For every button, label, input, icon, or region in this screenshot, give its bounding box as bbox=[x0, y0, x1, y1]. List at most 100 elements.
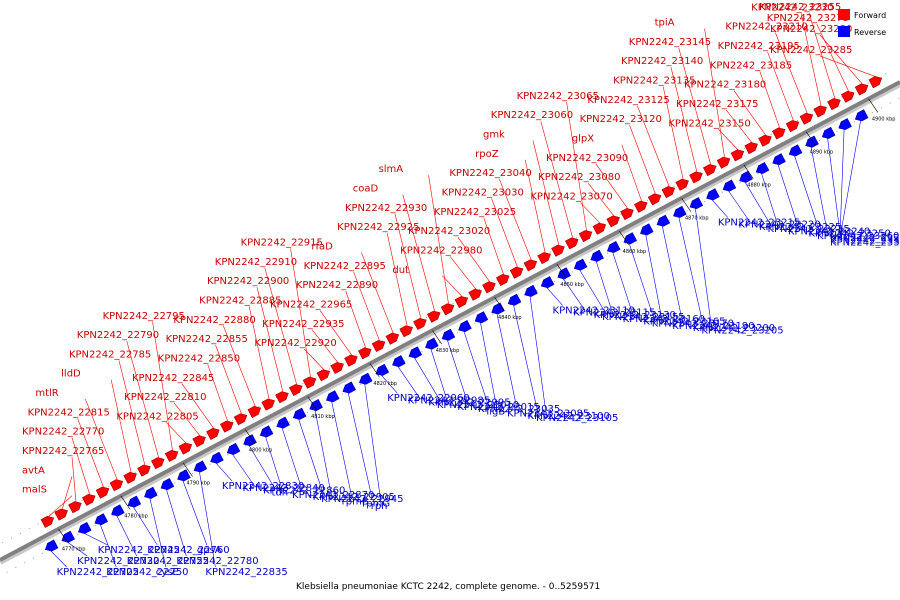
gene-arrow-dut bbox=[454, 296, 469, 309]
leader-kpn2242-23035 bbox=[463, 331, 489, 405]
leader-lldd bbox=[110, 379, 132, 473]
gene-arrow-lldd bbox=[123, 471, 137, 484]
gene-label-kpn2242-23105: KPN2242_23105 bbox=[536, 413, 618, 424]
gene-label-kpn2242-22810: KPN2242_22810 bbox=[124, 392, 206, 403]
tick-label: 4840 kbp bbox=[498, 315, 522, 321]
gene-arrow-kpn2242-22980 bbox=[468, 288, 482, 301]
gene-arrow-kpn2242-23185 bbox=[771, 127, 786, 140]
gene-label-kpn2242-22840: KPN2242_22840 bbox=[242, 483, 324, 494]
gene-arrow-kpn2242-23010 bbox=[425, 337, 439, 350]
gene-arrow-kpn2242-23190 bbox=[656, 214, 671, 227]
gene-label-kpn2242-23150: KPN2242_23150 bbox=[668, 118, 750, 129]
tick-label: 4820 kbp bbox=[373, 381, 397, 387]
gene-label-avta: avtA bbox=[22, 465, 45, 476]
leader-kpn2242-23065 bbox=[566, 101, 587, 231]
gene-arrow-kpn2242-23160 bbox=[607, 240, 621, 253]
gene-arrow-tpia bbox=[716, 156, 731, 169]
gene-label-kpn2242-23145: KPN2242_23145 bbox=[629, 37, 711, 48]
gene-label-kpn2242-22920: KPN2242_22920 bbox=[254, 338, 336, 349]
gene-label-slma: slmA bbox=[379, 164, 404, 175]
gene-label-kpn2242-23115: KPN2242_23115 bbox=[573, 308, 655, 319]
label-leader-lines bbox=[48, 12, 877, 568]
gene-arrow-kpn2242-22845 bbox=[206, 427, 220, 441]
gene-label-kpn2242-22745: KPN2242_22745 bbox=[98, 545, 180, 556]
leader-kpn2242-23115 bbox=[562, 278, 584, 308]
gene-arrow-kpn2242-22730 bbox=[61, 530, 76, 543]
gene-label-kpn2242-22890: KPN2242_22890 bbox=[296, 280, 378, 291]
leader-rpmg bbox=[347, 392, 373, 499]
gene-arrow-kpn2242-23260 bbox=[805, 135, 819, 148]
gene-arrow-kpn2242-22785 bbox=[137, 464, 151, 477]
gene-arrow-avta bbox=[54, 508, 68, 521]
leader-kpn2242-23230 bbox=[800, 13, 822, 107]
leader-kpn2242-22770 bbox=[71, 437, 91, 495]
leader-kpn2242-23105 bbox=[529, 296, 547, 414]
gene-arrow-kpn2242-23080 bbox=[606, 215, 620, 228]
gene-label-kpn2242-23250: KPN2242_23250 bbox=[809, 229, 891, 240]
gene-arrow-kpn2242-23135 bbox=[675, 178, 689, 191]
gene-label-kpn2242-22945: KPN2242_22945 bbox=[321, 494, 403, 505]
gene-features bbox=[40, 76, 883, 552]
gene-arrow-kpn2242-23255 bbox=[827, 98, 841, 111]
gene-label-kpn2242-23280: KPN2242_23280 bbox=[770, 24, 852, 35]
leader-kpn2242-22745 bbox=[83, 532, 108, 546]
leader-kpn2242-22795 bbox=[152, 321, 173, 451]
gene-arrow-kpn2242-22885 bbox=[261, 398, 275, 411]
gene-arrow-kpn2242-22890 bbox=[357, 347, 372, 360]
gene-label-kpn2242-23120: KPN2242_23120 bbox=[580, 114, 662, 125]
gene-label-kpn2242-22915: KPN2242_22915 bbox=[241, 237, 323, 248]
leader-kpn2242-23225 bbox=[744, 181, 770, 223]
gene-arrow-kpn2242-22880 bbox=[247, 405, 262, 419]
leader-kpn2242-23160 bbox=[612, 252, 633, 315]
gene-label-kpn2242-23225: KPN2242_23225 bbox=[759, 222, 841, 233]
gene-arrow-mals bbox=[40, 515, 55, 528]
gene-label-kpn2242-22855: KPN2242_22855 bbox=[166, 334, 248, 345]
tick-label: 4900 kbp bbox=[872, 116, 896, 122]
leader-kpn2242-22860 bbox=[248, 445, 274, 486]
tick-label: 4800 kbp bbox=[249, 447, 273, 453]
leader-kpn2242-23090 bbox=[595, 163, 629, 210]
legend: Forward Reverse bbox=[838, 9, 886, 37]
gene-arrow-kpn2242-23240 bbox=[772, 153, 786, 166]
gene-label-kpn2242-22885: KPN2242_22885 bbox=[199, 295, 281, 306]
tick-mark bbox=[432, 330, 442, 345]
gene-arrow-cyse bbox=[144, 486, 158, 499]
gene-label-lldd: lldD bbox=[61, 369, 81, 380]
gene-label-kpn2242-23160: KPN2242_23160 bbox=[623, 314, 705, 325]
tick-mark bbox=[805, 131, 816, 146]
gene-label-kpn2242-23125: KPN2242_23125 bbox=[587, 95, 669, 106]
gene-arrow-kpn2242-23225 bbox=[739, 170, 753, 183]
gene-arrow-kpn2242-22705 bbox=[44, 539, 59, 552]
leader-kpn2242-23285 bbox=[819, 55, 877, 78]
gene-label-kpn2242-23265: KPN2242_23265 bbox=[830, 233, 900, 244]
gene-label-kpn2242-22985: KPN2242_22985 bbox=[408, 395, 490, 406]
gene-label-rpmb: rpmB bbox=[342, 496, 369, 507]
gene-label-kpn2242-23015: KPN2242_23015 bbox=[457, 402, 539, 413]
gene-labels: malS avtA KPN2242_22765 KPN2242_22770 KPN224… bbox=[22, 2, 900, 578]
gene-arrow-kpn2242-22930 bbox=[413, 318, 427, 331]
gene-label-kpn2242-22765: KPN2242_22765 bbox=[22, 446, 104, 457]
gene-arrow-kpn2242-22780 bbox=[160, 478, 175, 491]
leader-kpn2242-23315 bbox=[839, 120, 861, 238]
gene-label-tpia: tpiA bbox=[655, 18, 675, 29]
tick-mark bbox=[120, 495, 131, 510]
tick-mark bbox=[619, 230, 629, 245]
gene-label-kpn2242-23085: KPN2242_23085 bbox=[507, 409, 589, 420]
leader-kpn2242-23155 bbox=[595, 260, 613, 313]
gene-arrow-kpn2242-23090 bbox=[620, 208, 634, 221]
leader-slma bbox=[428, 175, 449, 305]
gene-label-kpn2242-22880: KPN2242_22880 bbox=[173, 315, 255, 326]
gene-label-kpn2242-23255: KPN2242_23255 bbox=[759, 2, 841, 13]
leader-kpn2242-23140 bbox=[670, 67, 698, 173]
tick-label: 4850 kbp bbox=[560, 282, 584, 288]
gene-label-kpn2242-22860: KPN2242_22860 bbox=[263, 485, 345, 496]
gene-arrow-kpn2242-23250 bbox=[788, 144, 803, 157]
gene-label-kpn2242-23260: KPN2242_23260 bbox=[817, 231, 899, 242]
gene-label-kpn2242-22705: KPN2242_22705 bbox=[57, 567, 139, 578]
leader-kpn2242-23120 bbox=[629, 125, 656, 195]
gene-arrow-kpn2242-22995 bbox=[408, 346, 423, 359]
leader-kpn2242-22910 bbox=[264, 267, 298, 385]
leader-kpn2242-23145 bbox=[678, 47, 712, 165]
gene-label-rph: rph bbox=[371, 501, 388, 512]
